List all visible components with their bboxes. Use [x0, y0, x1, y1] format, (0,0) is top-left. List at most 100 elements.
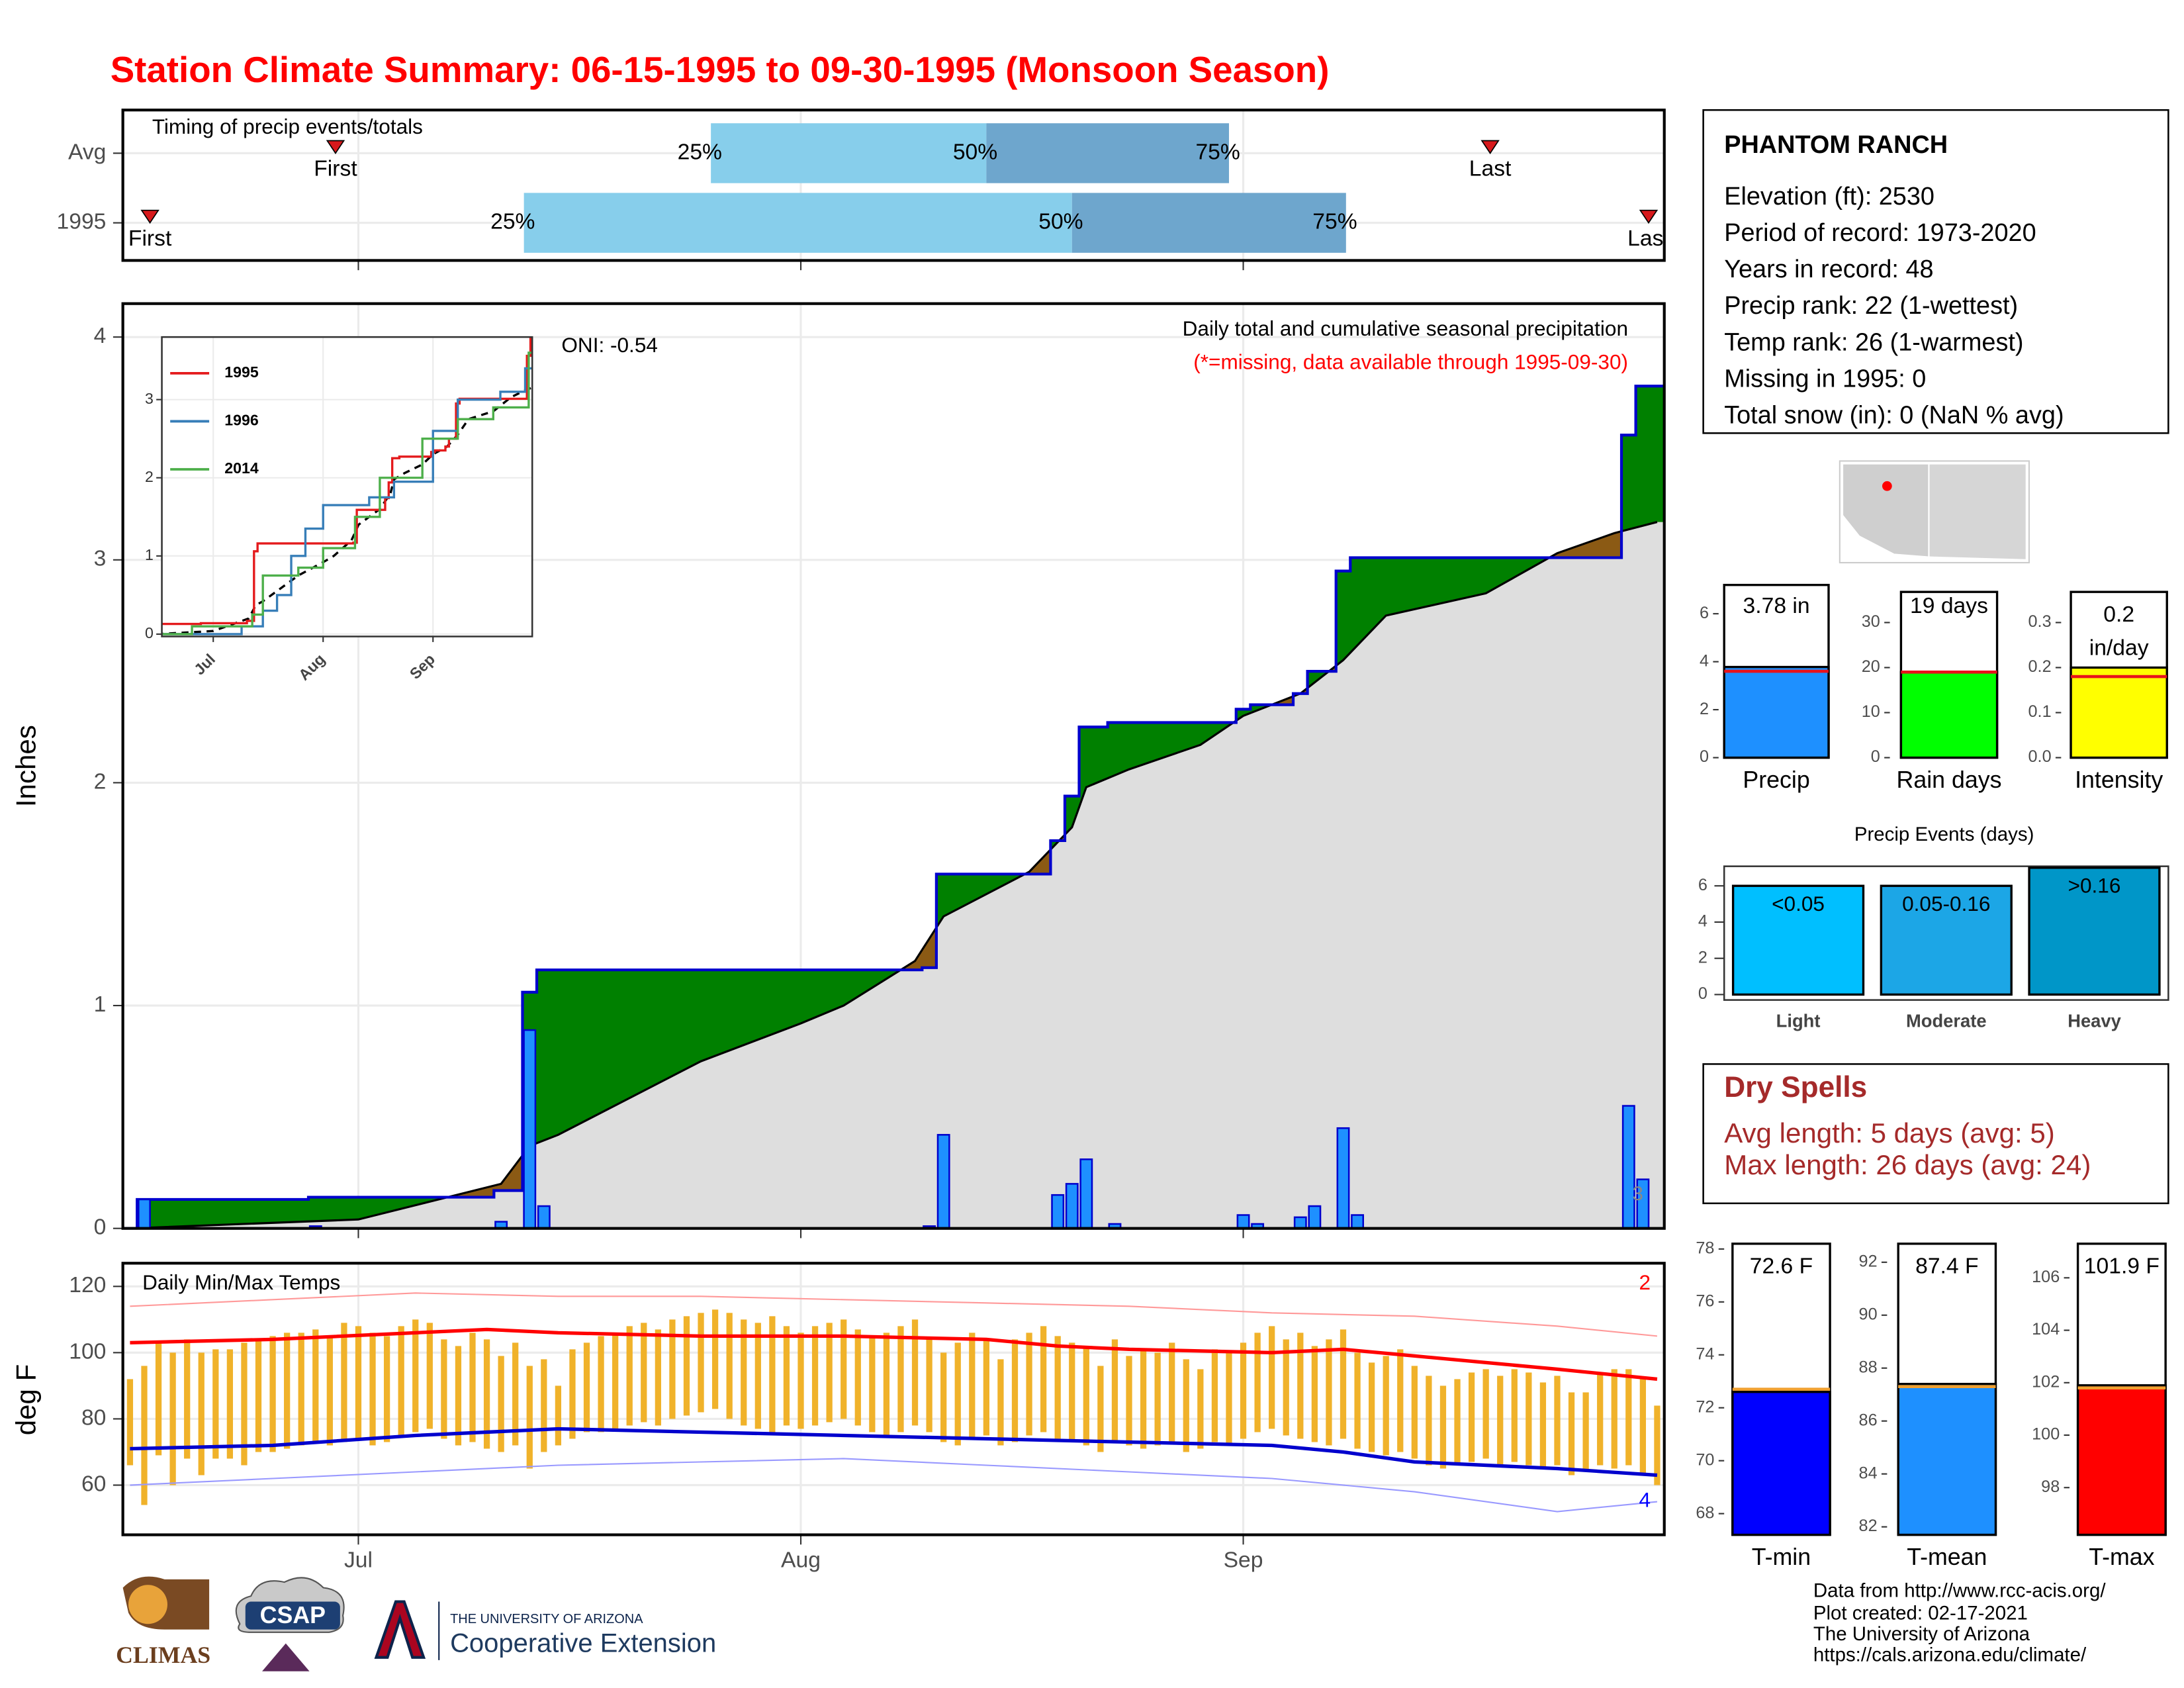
station-line: Years in record: 48 — [1724, 256, 1933, 283]
y-tick-label: 0 — [1871, 747, 1880, 766]
daily-temp-range — [940, 1352, 947, 1442]
daily-temp-range — [569, 1349, 576, 1439]
daily-precip-bar — [1051, 1194, 1065, 1229]
daily-temp-range — [698, 1313, 704, 1413]
daily-temp-range — [1397, 1349, 1404, 1452]
daily-temp-range — [1197, 1369, 1204, 1449]
quartile-bar — [523, 193, 1072, 253]
y-tick-label: 0.0 — [2028, 747, 2052, 766]
station-dot — [1882, 481, 1892, 491]
daily-temp-range — [598, 1336, 604, 1432]
inset-y-tick-label: 3 — [145, 390, 154, 407]
daily-temp-range — [312, 1329, 319, 1442]
value-label: 87.4 F — [1915, 1254, 1978, 1278]
temp-line — [130, 1427, 1658, 1477]
bar — [1731, 884, 1865, 996]
daily-temp-range — [512, 1342, 519, 1446]
daily-temp-range — [212, 1349, 219, 1459]
daily-temp-range — [669, 1319, 676, 1419]
daily-temp-range — [241, 1342, 248, 1466]
daily-temp-range — [412, 1319, 419, 1432]
daily-temp-range — [141, 1366, 148, 1505]
daily-temp-range — [1554, 1376, 1561, 1466]
y-tick-label: 3 — [94, 547, 107, 571]
station-line: Missing in 1995: 0 — [1724, 365, 1926, 393]
quartile-label: 75% — [1312, 210, 1357, 234]
daily-temp-range — [455, 1346, 462, 1446]
y-tick-label: 4 — [1698, 912, 1707, 931]
daily-temp-range — [1083, 1346, 1089, 1446]
quartile-bar — [1071, 193, 1346, 253]
y-tick-label: 102 — [2032, 1372, 2060, 1391]
daily-temp-range — [1654, 1405, 1661, 1485]
value-label: 0.2 — [2103, 602, 2134, 627]
y-tick-label: 104 — [2032, 1320, 2060, 1338]
daily-temp-range — [184, 1339, 191, 1459]
daily-temp-range — [1226, 1352, 1232, 1446]
y-axis-label: Inches — [11, 725, 42, 807]
bar — [2028, 867, 2161, 996]
daily-temp-range — [754, 1323, 761, 1429]
y-tick-label: 4 — [1700, 651, 1709, 670]
daily-temp-range — [369, 1333, 376, 1446]
daily-precip-bar — [1079, 1158, 1093, 1229]
marker-label: First — [128, 226, 172, 251]
y-tick-label: 100 — [2032, 1425, 2060, 1444]
x-tick-label: Jul — [344, 1548, 373, 1572]
event-marker — [1480, 140, 1500, 154]
daily-temp-range — [612, 1333, 619, 1429]
quartile-label: 75% — [1195, 140, 1240, 164]
corner-label: 3 — [1633, 1183, 1643, 1205]
arizona-a — [374, 1600, 426, 1659]
value-label: 19 days — [1910, 594, 1988, 618]
daily-temp-range — [1525, 1372, 1532, 1466]
daily-temp-range — [555, 1385, 562, 1446]
temp-line — [130, 1327, 1658, 1382]
daily-precip-bar — [523, 1029, 537, 1229]
daily-temp-range — [198, 1352, 205, 1476]
daily-precip-bar — [494, 1221, 508, 1229]
daily-temp-range — [1454, 1379, 1461, 1466]
daily-temp-range — [726, 1313, 733, 1419]
daily-temp-range — [255, 1339, 262, 1452]
daily-temp-range — [341, 1323, 347, 1442]
locator-map — [1839, 460, 2030, 564]
daily-temp-range — [1283, 1339, 1289, 1436]
bar — [1731, 1391, 1831, 1536]
daily-precip-bar — [1351, 1214, 1365, 1229]
daily-temp-range — [355, 1326, 362, 1439]
daily-temp-range — [1297, 1333, 1304, 1439]
x-tick-label: Aug — [781, 1548, 821, 1572]
y-tick-label: 6 — [1698, 876, 1707, 894]
corner-label: 2 — [1639, 1270, 1651, 1294]
station-line: Total snow (in): 0 (NaN % avg) — [1724, 402, 2064, 430]
daily-temp-range — [155, 1342, 162, 1456]
csap-mountain — [262, 1643, 310, 1671]
daily-precip-bar — [138, 1198, 151, 1229]
footer-line: The University of Arizona — [1813, 1623, 2030, 1645]
y-tick-label: 2 — [94, 769, 107, 794]
event-marker — [1639, 209, 1659, 224]
quartile-label: 50% — [953, 140, 997, 164]
daily-temp-range — [441, 1339, 447, 1439]
daily-temp-range — [326, 1336, 333, 1446]
inset-y-tick-label: 1 — [145, 546, 154, 563]
y-tick-label: 2 — [1698, 948, 1707, 966]
quartile-bar — [711, 123, 987, 183]
y-tick-label: 74 — [1696, 1344, 1714, 1363]
category-label: Light — [1776, 1011, 1821, 1031]
daily-temp-range — [1611, 1369, 1617, 1469]
y-tick-label: 70 — [1696, 1450, 1714, 1469]
daily-temp-range — [1126, 1356, 1132, 1446]
station-line: Precip rank: 22 (1-wettest) — [1724, 292, 2018, 320]
inset-bg — [161, 337, 533, 637]
timing-title: Timing of precip events/totals — [152, 115, 423, 138]
y-tick-label: 0 — [1698, 984, 1707, 1003]
daily-temp-range — [1468, 1372, 1475, 1462]
daily-temp-range — [1482, 1369, 1489, 1459]
quartile-label: 25% — [490, 210, 535, 234]
daily-temp-range — [1340, 1329, 1347, 1439]
daily-temp-range — [1183, 1359, 1189, 1452]
category-label: Intensity — [2075, 767, 2163, 793]
